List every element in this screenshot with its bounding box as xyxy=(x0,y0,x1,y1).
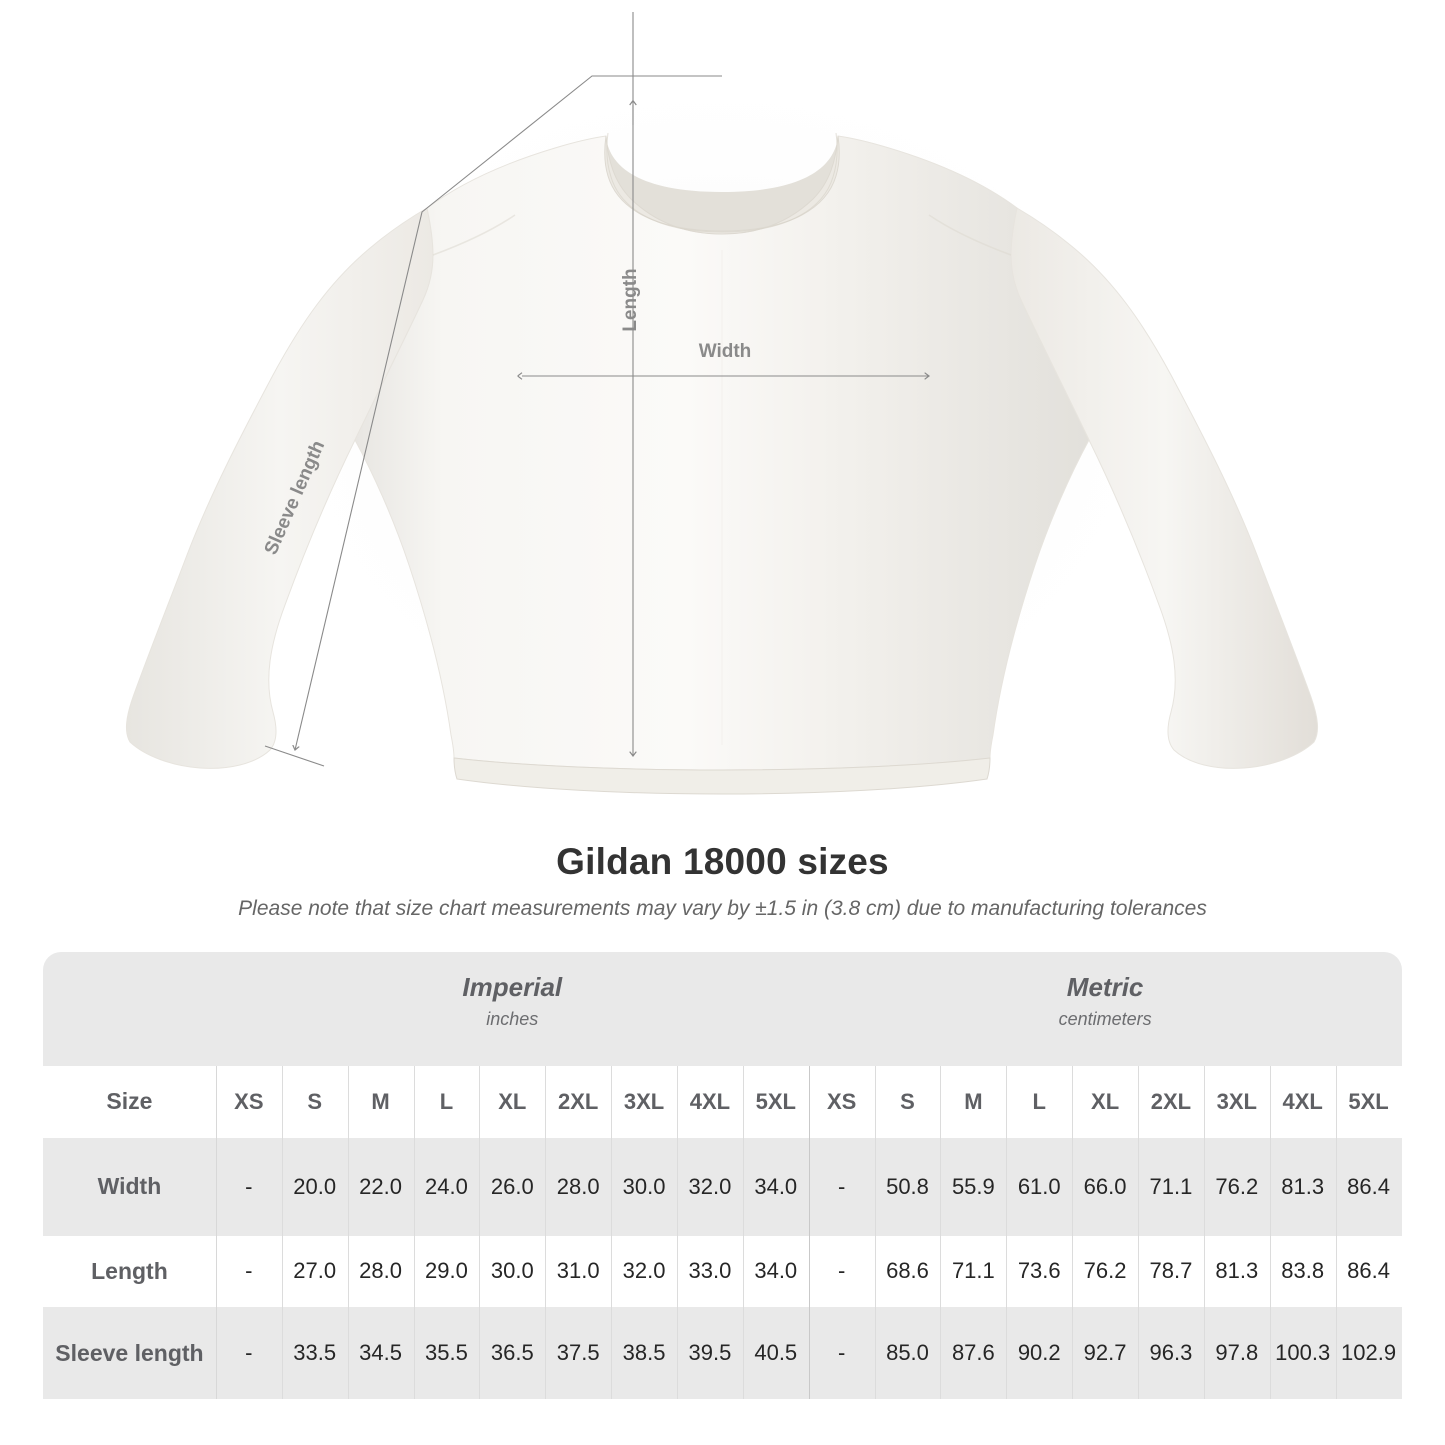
svg-text:Width: Width xyxy=(699,341,752,362)
svg-text:Length: Length xyxy=(620,268,641,331)
